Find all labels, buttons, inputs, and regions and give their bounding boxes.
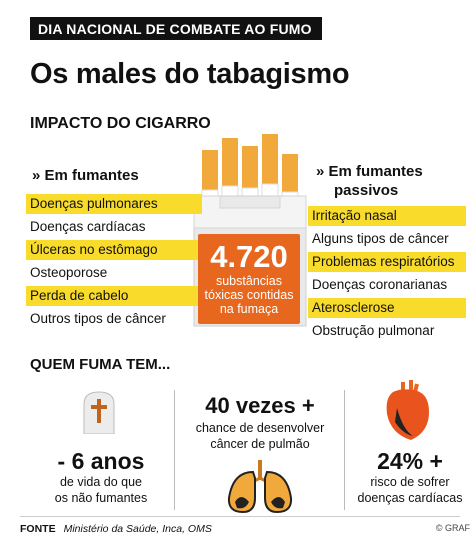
quem-fuma-heading: QUEM FUMA TEM... — [30, 356, 171, 373]
list-item: Obstrução pulmonar — [312, 323, 435, 338]
list-item: Aterosclerose — [308, 298, 466, 318]
stat-years-line2: os não fumantes — [54, 491, 148, 505]
page-title: Os males do tabagismo — [30, 58, 350, 90]
stat-cancer-line2: câncer de pulmão — [210, 437, 310, 451]
footer-rule — [20, 516, 460, 517]
stat-years-line1: de vida do que — [59, 475, 142, 489]
stat-years-value: - 6 anos — [57, 448, 145, 474]
list-item: Doenças cardíacas — [30, 219, 146, 234]
passive-list: Irritação nasal Alguns tipos de câncer P… — [308, 206, 466, 344]
divider — [344, 390, 345, 510]
passive-heading-line2: passivos — [334, 182, 399, 199]
list-item: Outros tipos de câncer — [30, 311, 166, 326]
stat-cancer-line1: chance de desenvolver — [195, 421, 325, 435]
stat-cancer-value: 40 vezes + — [205, 393, 315, 418]
stat-heart-value: 24% + — [377, 448, 443, 474]
toxic-count-box: 4.720 substâncias tóxicas contidas na fu… — [198, 234, 300, 324]
credit: © GRAF — [435, 523, 470, 533]
tombstone-icon — [83, 391, 115, 434]
list-item: Osteoporose — [30, 265, 108, 280]
toxic-count-number: 4.720 — [210, 239, 288, 274]
source-text: Ministério da Saúde, Inca, OMS — [63, 523, 212, 535]
list-item: Doenças pulmonares — [26, 194, 202, 214]
stat-heart-line2: doenças cardíacas — [357, 491, 463, 505]
lungs-icon — [227, 460, 293, 514]
section-title: IMPACTO DO CIGARRO — [30, 115, 211, 132]
heart-icon — [386, 380, 429, 440]
toxic-count-line2: tóxicas contidas — [204, 288, 294, 302]
divider — [174, 390, 175, 510]
stat-heart-line1: risco de sofrer — [370, 475, 450, 489]
source-label: FONTE — [20, 523, 56, 535]
passive-heading: » Em fumantes passivos — [316, 162, 423, 200]
smokers-list: Doenças pulmonares Doenças cardíacas Úlc… — [26, 194, 202, 332]
passive-heading-line1: » Em fumantes — [316, 163, 423, 180]
list-item: Irritação nasal — [308, 206, 466, 226]
toxic-count-line3: na fumaça — [219, 302, 279, 316]
source-line: FONTE Ministério da Saúde, Inca, OMS — [20, 523, 212, 535]
list-item: Doenças coronarianas — [312, 277, 448, 292]
smokers-heading: » Em fumantes — [32, 167, 139, 184]
list-item: Úlceras no estômago — [26, 240, 202, 260]
banner: DIA NACIONAL DE COMBATE AO FUMO — [30, 17, 322, 40]
toxic-count-line1: substâncias — [215, 274, 282, 288]
list-item: Problemas respiratórios — [308, 252, 466, 272]
list-item: Perda de cabelo — [26, 286, 202, 306]
list-item: Alguns tipos de câncer — [312, 231, 449, 246]
